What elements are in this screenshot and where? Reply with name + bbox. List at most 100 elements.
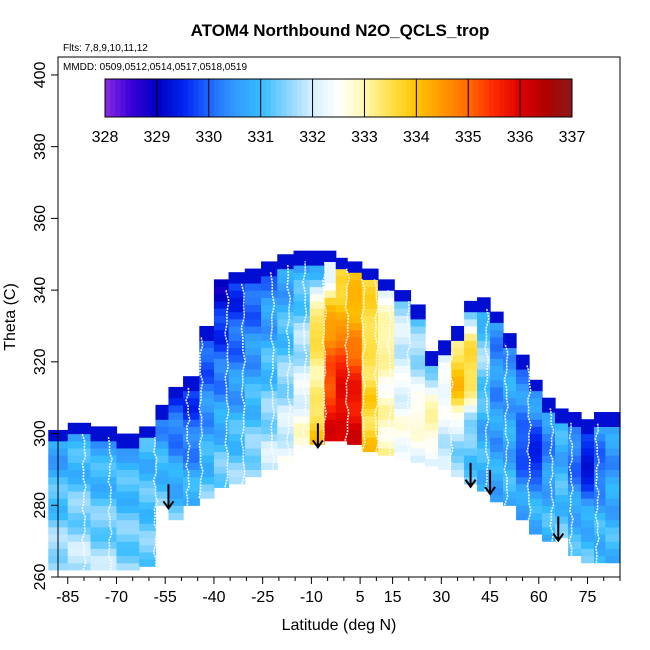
profile-column [361, 268, 379, 453]
y-tick-label: 340 [32, 277, 49, 304]
data-cell [555, 444, 569, 453]
flight-tracks [81, 261, 601, 571]
data-cell [605, 505, 621, 514]
data-cell [529, 455, 543, 463]
data-cell [199, 340, 215, 349]
data-cell [244, 426, 262, 435]
data-cell [347, 429, 363, 438]
data-cell [293, 351, 311, 359]
data-cell [490, 351, 504, 359]
data-cell [347, 300, 363, 309]
data-cell [394, 308, 412, 316]
data-cell [594, 462, 606, 471]
data-cell [347, 386, 363, 395]
data-cell [199, 440, 215, 449]
data-cell [309, 358, 325, 367]
x-tick-label: 5 [356, 589, 365, 606]
data-cell [605, 483, 621, 492]
data-cell [261, 404, 278, 413]
colorbar-segment [203, 79, 210, 117]
data-cell [503, 447, 517, 456]
colorbar-tick-label: 331 [247, 129, 274, 146]
data-cell [568, 533, 582, 542]
data-cell [451, 347, 465, 356]
data-cell [529, 469, 543, 478]
data-cell [394, 343, 412, 352]
colorbar-tick-label: 330 [195, 129, 222, 146]
data-cell [568, 548, 582, 557]
data-cell [183, 426, 200, 435]
data-cell [347, 372, 363, 381]
data-cell [67, 505, 92, 514]
data-cell [213, 300, 230, 309]
data-cell [335, 397, 348, 406]
data-cell [228, 340, 246, 349]
data-cell [503, 369, 517, 377]
data-cell [116, 512, 140, 521]
data-cell [293, 343, 311, 352]
data-cell [335, 257, 348, 263]
data-cell [516, 383, 530, 392]
data-cell [213, 286, 230, 295]
data-cell [293, 308, 311, 316]
data-cell [228, 272, 246, 277]
colorbar-segment [431, 79, 438, 117]
data-cell [581, 447, 595, 456]
flight-track [526, 365, 532, 520]
data-cell [451, 333, 465, 341]
data-cell [503, 354, 517, 363]
y-tick-label: 360 [32, 205, 49, 232]
data-cell [309, 415, 325, 424]
data-cell [490, 494, 504, 503]
data-cell [529, 426, 543, 435]
flight-track [107, 436, 113, 570]
data-cell [503, 397, 517, 406]
x-tick-label: -25 [251, 589, 274, 606]
data-cell [410, 333, 426, 341]
colorbar-segment [281, 79, 288, 117]
data-cell [90, 562, 118, 571]
colorbar-segment [442, 79, 448, 117]
data-cell [425, 451, 439, 460]
data-cell [67, 526, 92, 535]
data-cell [464, 300, 478, 306]
data-cell [244, 440, 262, 449]
data-cell [438, 419, 452, 427]
data-cell [581, 433, 595, 442]
data-cell [309, 329, 325, 338]
data-cell [261, 455, 278, 463]
data-cell [438, 340, 452, 349]
data-cell [139, 544, 157, 553]
data-cell [464, 311, 478, 320]
data-cell [116, 455, 140, 463]
colorbar-tick-label: 334 [403, 129, 430, 146]
data-cell [90, 433, 118, 442]
profile-column [168, 386, 184, 521]
data-cell [542, 476, 556, 485]
data-cell [116, 469, 140, 478]
data-cell [503, 469, 517, 478]
data-cell [410, 440, 426, 449]
profile-column [555, 408, 569, 539]
data-cell [377, 369, 395, 377]
data-cell [335, 268, 348, 277]
data-cell [347, 308, 363, 316]
flight-track [344, 268, 350, 441]
data-cell [347, 265, 363, 273]
data-cell [244, 282, 262, 291]
data-cell [335, 261, 348, 270]
data-cell [168, 462, 184, 471]
x-tick-label: 45 [481, 589, 499, 606]
colorbar-segment [437, 79, 443, 117]
data-cell [361, 308, 379, 316]
data-cell [410, 397, 426, 406]
data-cell [139, 559, 157, 567]
data-cell [347, 394, 363, 402]
colorbar-tick-label: 329 [144, 129, 171, 146]
colorbar-segment [514, 79, 521, 117]
data-cell [67, 426, 92, 435]
data-cell [228, 318, 246, 327]
data-cell [581, 426, 595, 435]
data-cell [324, 333, 337, 341]
profile-column [183, 376, 200, 506]
